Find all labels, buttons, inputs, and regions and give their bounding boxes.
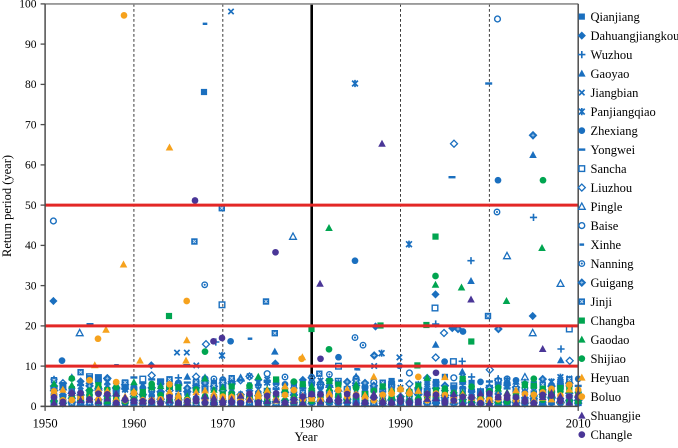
svg-text:80: 80: [25, 79, 37, 91]
svg-text:Jiangbian: Jiangbian: [591, 86, 640, 100]
svg-text:90: 90: [25, 39, 37, 51]
svg-text:Shijiao: Shijiao: [591, 352, 626, 366]
svg-text:Gaoyao: Gaoyao: [591, 67, 630, 81]
svg-text:Nanning: Nanning: [591, 257, 635, 271]
svg-text:1970: 1970: [210, 416, 235, 430]
svg-text:Heyuan: Heyuan: [591, 371, 631, 385]
svg-text:100: 100: [19, 0, 37, 11]
svg-text:1950: 1950: [33, 416, 58, 430]
svg-text:Shuangjie: Shuangjie: [591, 409, 641, 423]
svg-text:Dahuangjiangkou: Dahuangjiangkou: [591, 29, 678, 43]
svg-text:Wuzhou: Wuzhou: [591, 48, 634, 62]
svg-text:Jinji: Jinji: [591, 295, 613, 309]
svg-text:Boluo: Boluo: [591, 390, 622, 404]
svg-text:0: 0: [31, 401, 37, 413]
svg-text:Return period (year): Return period (year): [0, 155, 14, 257]
svg-text:50: 50: [25, 200, 37, 212]
svg-text:Xinhe: Xinhe: [591, 238, 622, 252]
svg-text:20: 20: [25, 321, 37, 333]
svg-text:Baise: Baise: [591, 219, 619, 233]
svg-text:60: 60: [25, 160, 37, 172]
svg-text:Gaodao: Gaodao: [591, 333, 630, 347]
svg-text:1980: 1980: [299, 416, 324, 430]
svg-text:Year: Year: [294, 430, 318, 443]
svg-text:Guigang: Guigang: [591, 276, 635, 290]
svg-text:10: 10: [25, 361, 37, 373]
svg-text:40: 40: [25, 240, 37, 252]
svg-text:1990: 1990: [388, 416, 413, 430]
svg-text:Changle: Changle: [591, 428, 633, 442]
svg-text:Panjiangqiao: Panjiangqiao: [591, 105, 656, 119]
svg-text:Pingle: Pingle: [591, 200, 623, 214]
svg-text:2000: 2000: [477, 416, 502, 430]
svg-text:Yongwei: Yongwei: [591, 143, 636, 157]
svg-text:Qianjiang: Qianjiang: [591, 10, 641, 24]
svg-text:Zhexiang: Zhexiang: [591, 124, 639, 138]
svg-text:Liuzhou: Liuzhou: [591, 181, 633, 195]
svg-text:Changba: Changba: [591, 314, 636, 328]
svg-text:Sancha: Sancha: [591, 162, 628, 176]
svg-text:70: 70: [25, 119, 37, 131]
svg-text:1960: 1960: [121, 416, 146, 430]
svg-text:30: 30: [25, 280, 37, 292]
